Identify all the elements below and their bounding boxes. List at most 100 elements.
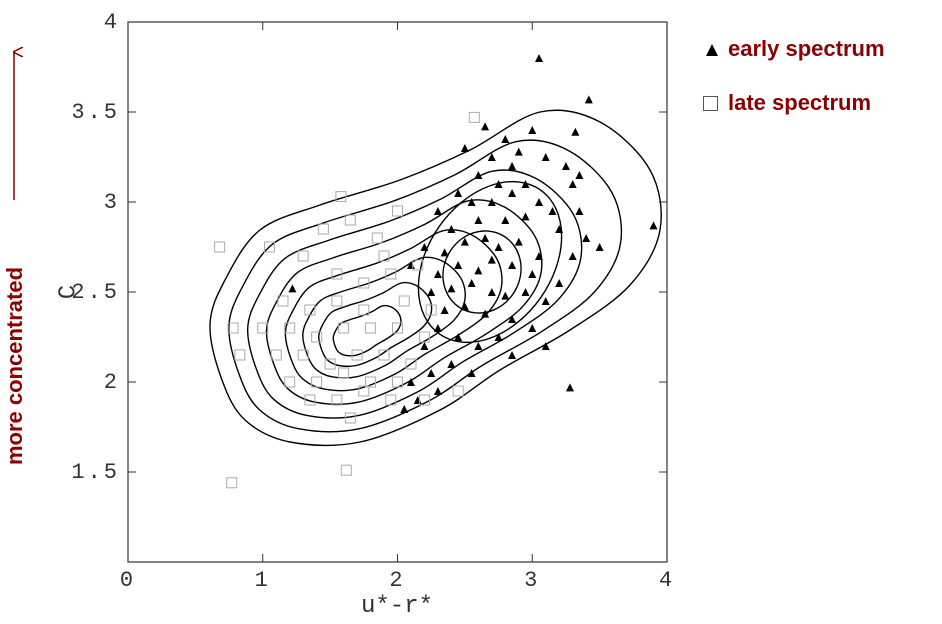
point — [392, 376, 403, 388]
x-tick-label: 4 — [659, 568, 675, 593]
point — [460, 144, 469, 152]
point — [317, 223, 329, 235]
point — [534, 54, 543, 62]
point — [392, 205, 403, 217]
point — [420, 342, 429, 350]
point — [487, 255, 496, 264]
point — [371, 232, 383, 244]
point — [344, 412, 356, 424]
point — [481, 309, 490, 318]
contour — [265, 199, 543, 405]
point — [541, 297, 550, 305]
point — [398, 295, 410, 307]
point — [340, 464, 352, 476]
point — [501, 291, 510, 300]
point — [521, 212, 530, 221]
point — [420, 243, 429, 251]
point — [427, 369, 436, 377]
y-tick-label: 2.5 — [71, 280, 120, 305]
point — [460, 302, 469, 311]
point — [433, 387, 442, 395]
point — [304, 394, 316, 406]
point — [508, 261, 517, 269]
point — [311, 376, 323, 388]
point — [392, 322, 403, 334]
point — [378, 250, 390, 262]
point — [487, 288, 496, 296]
point — [365, 322, 377, 334]
point — [344, 214, 356, 226]
point — [467, 198, 476, 206]
point — [447, 225, 456, 233]
point — [297, 349, 309, 361]
point — [331, 295, 343, 307]
point — [568, 180, 577, 188]
point — [406, 378, 415, 386]
point — [541, 342, 550, 350]
contour — [302, 256, 466, 379]
point — [400, 405, 409, 413]
point — [487, 198, 496, 206]
point — [440, 248, 449, 257]
point — [501, 135, 510, 143]
point — [331, 268, 343, 280]
point — [494, 333, 503, 341]
point — [288, 284, 297, 293]
point — [405, 358, 417, 370]
point — [351, 349, 363, 361]
x-tick-label: 1 — [255, 568, 271, 593]
point — [234, 349, 246, 361]
point — [514, 147, 523, 156]
contour — [442, 230, 522, 314]
legend-marker — [703, 96, 718, 111]
point — [385, 268, 397, 280]
point — [508, 315, 517, 323]
point — [447, 360, 456, 368]
point — [555, 279, 564, 287]
point — [582, 234, 591, 242]
point — [338, 322, 350, 334]
point — [433, 270, 442, 278]
point — [467, 279, 476, 287]
point — [508, 189, 517, 197]
contour — [228, 139, 623, 433]
legend-label: early spectrum — [728, 36, 885, 61]
point — [331, 394, 343, 406]
legend-marker — [706, 44, 718, 56]
point — [454, 333, 463, 341]
point — [277, 295, 289, 307]
point — [452, 385, 464, 397]
point — [494, 243, 503, 251]
point — [514, 237, 523, 246]
x-tick-label: 0 — [120, 568, 136, 593]
point — [474, 171, 483, 179]
point — [494, 180, 503, 188]
y-tick-label: 4 — [104, 10, 120, 35]
point — [467, 369, 476, 377]
point — [468, 111, 480, 123]
point — [358, 304, 370, 316]
point — [561, 162, 570, 170]
point — [481, 122, 490, 131]
point — [454, 189, 463, 197]
density-contours — [209, 109, 662, 447]
point — [418, 331, 430, 343]
point — [528, 126, 537, 134]
point — [297, 250, 309, 262]
point — [460, 237, 469, 246]
point — [508, 162, 517, 170]
point — [571, 127, 580, 136]
point — [575, 207, 584, 215]
point — [418, 394, 430, 406]
annotation: more concentrated — [2, 267, 27, 465]
point — [548, 207, 557, 215]
y-tick-label: 1.5 — [71, 460, 120, 485]
point — [575, 171, 584, 179]
point — [433, 324, 442, 332]
point — [412, 259, 424, 271]
point — [425, 304, 437, 316]
point — [474, 342, 483, 350]
point — [474, 266, 483, 275]
point — [226, 477, 238, 489]
